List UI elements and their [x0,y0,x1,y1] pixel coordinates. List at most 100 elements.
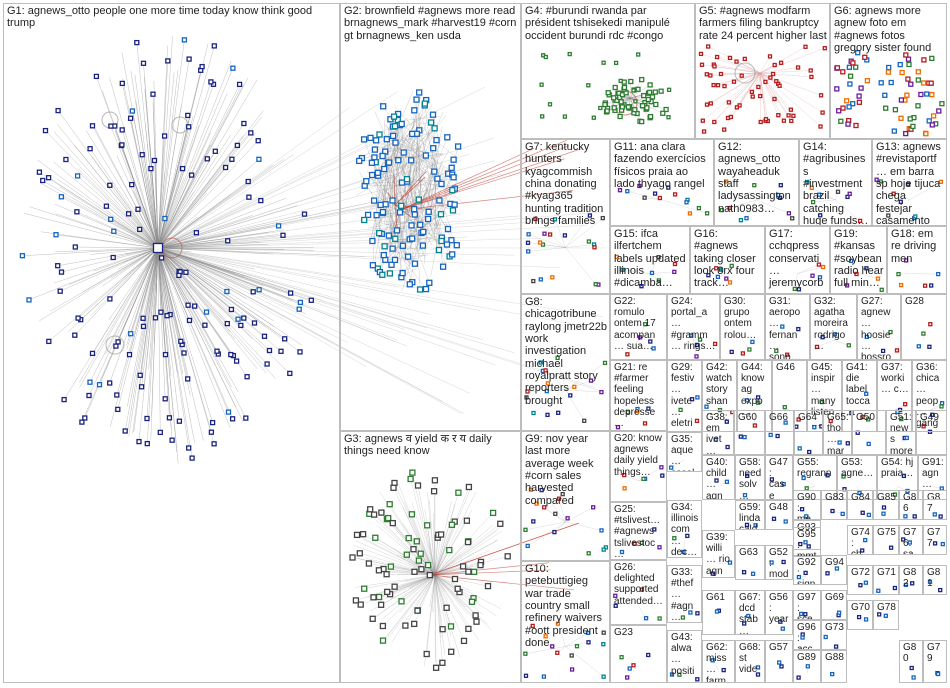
graph-node-icon [881,511,886,516]
graph-edge [157,192,208,249]
graph-node-icon [192,303,198,309]
graph-node-icon [768,75,773,80]
graph-node-icon [369,262,377,269]
graph-node-icon [715,83,721,88]
graph-edge [79,247,159,388]
graph-edge [434,574,460,658]
graph-node-icon [818,93,824,98]
graph-edge [671,459,685,468]
graph-node-icon [706,44,711,49]
graph-edge [157,247,365,257]
graph-node-icon [166,415,173,421]
graph-edge [797,266,824,274]
cluster-label: G50 [856,412,875,423]
cluster-label: G9: nov year last more average week #cor… [525,433,594,507]
cluster-label: G95: mmt [797,529,817,557]
graph-node-icon [627,666,632,671]
graph-node-icon [684,200,689,205]
cluster-label: G26: delighted supported attended… [614,562,663,607]
graph-edge [157,110,264,249]
graph-edge [157,247,172,376]
cluster-g51: G51: news more #ag… [886,410,916,455]
graph-edge [713,64,761,74]
graph-node-icon [882,92,888,98]
graph-node-icon [637,183,642,189]
graph-node-icon [637,335,643,340]
graph-node-icon [398,598,405,605]
graph-node-icon [744,216,749,221]
cluster-label: G55: regrann [797,457,832,480]
graph-node-icon [408,157,415,164]
graph-node-icon [689,397,695,402]
graph-edge [132,247,159,434]
graph-node-icon [224,288,230,295]
graph-node-icon [379,271,386,278]
graph-edge [101,247,159,287]
graph-node-icon [718,71,724,77]
cluster-label: G43: alwa… positi… [671,632,695,683]
graph-edge [434,546,446,576]
graph-node-icon [386,270,394,277]
graph-edge [434,574,447,589]
graph-edge [157,247,190,290]
graph-node-icon [266,347,273,354]
graph-node-icon [222,164,229,171]
graph-edge [397,574,436,600]
cluster-label: G24: portal_a… #gramm… rings… [671,296,716,352]
graph-node-icon [886,213,891,218]
cluster-g80: G80 [899,640,923,683]
graph-node-icon [389,519,396,527]
graph-node-icon [287,370,293,377]
graph-node-icon [399,269,406,277]
graph-node-icon [572,384,577,390]
graph-node-icon [410,546,417,553]
graph-node-icon [435,246,443,254]
graph-node-icon [374,169,381,176]
graph-edge [386,133,413,242]
graph-edge [381,574,436,606]
graph-edge [797,264,819,274]
graph-edge [157,202,388,249]
graph-edge [399,190,574,211]
graph-edge [565,507,594,523]
graph-node-icon [562,114,568,119]
graph-edge [434,574,452,652]
cluster-g31: G31: aeropo… fernan… sono… [765,294,810,360]
graph-edge [157,247,191,396]
graph-edge [55,247,159,253]
graph-node-icon [543,368,548,373]
graph-node-icon [922,283,928,288]
graph-edge [417,574,436,611]
graph-node-icon [204,156,210,162]
graph-node-icon [836,610,842,615]
graph-node-icon [398,120,405,128]
graph-node-icon [214,348,220,354]
graph-node-icon [434,175,441,182]
graph-node-icon [258,197,264,204]
graph-node-icon [767,54,773,59]
graph-node-icon [666,87,672,92]
graph-node-icon [695,395,700,400]
graph-node-icon [473,618,480,625]
graph-edge [434,537,438,576]
cluster-g4: G4: #burundi rwanda par président tshise… [521,3,695,139]
graph-node-icon [448,237,455,244]
graph-edge [751,72,761,93]
graph-node-icon [353,531,361,539]
graph-node-icon [865,417,871,422]
graph-node-icon [89,123,96,129]
graph-node-icon [193,230,200,236]
graph-node-icon [770,71,776,77]
graph-node-icon [910,123,916,130]
cluster-g3: G3: agnews व yield क र य daily things ne… [340,431,521,683]
graph-node-icon [127,115,134,121]
graph-node-icon [898,282,904,288]
graph-edge [157,247,295,297]
graph-node-icon [547,102,553,107]
graph-node-icon [622,472,627,478]
graph-node-icon [718,267,724,272]
graph-node-icon [372,534,379,541]
graph-node-icon [369,237,376,245]
graph-node-icon [652,527,657,532]
graph-node-icon [729,263,734,269]
